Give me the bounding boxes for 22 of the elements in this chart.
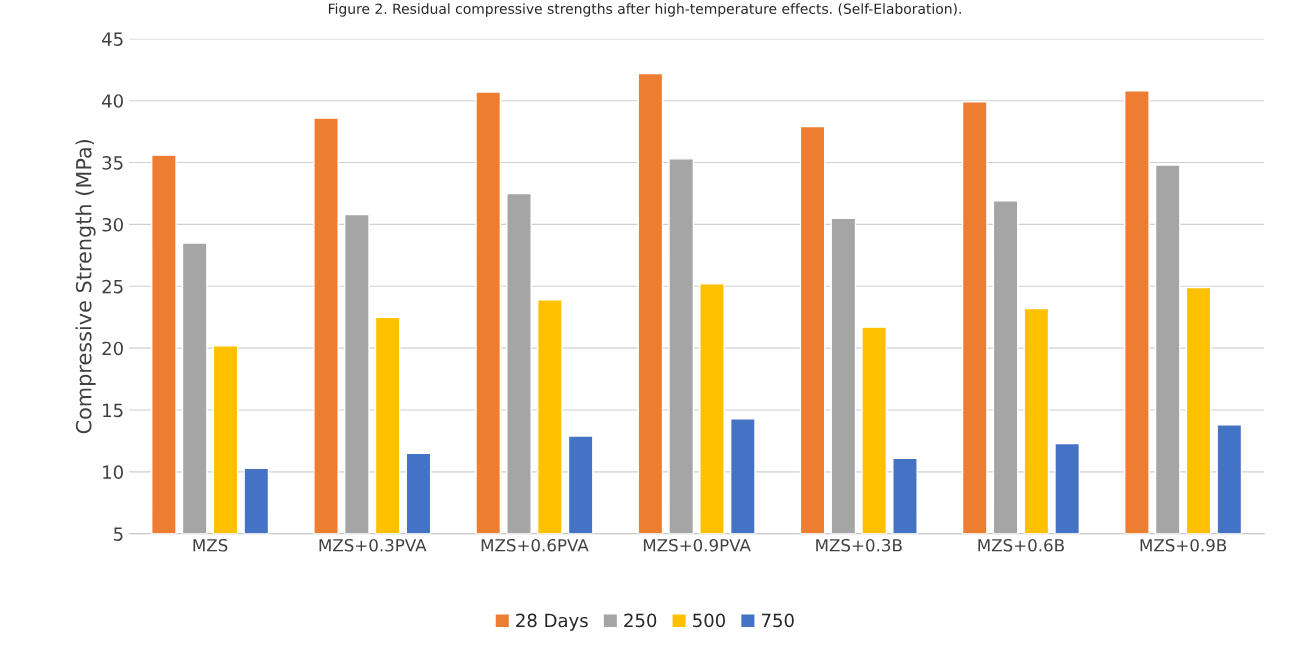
y-tick-label: 15	[103, 403, 123, 418]
y-tick-label: 30	[102, 217, 123, 232]
legend-label: 28 Days	[516, 613, 588, 631]
x-tick-label: MZS+0.3B	[816, 538, 902, 552]
y-tick-label: 10	[103, 465, 123, 480]
chart-title: Figure 2. Residual compressive strengths after high-temperature effects. (Self-Elaboration).	[328, 3, 961, 17]
y-tick-label: 5	[114, 527, 123, 541]
x-tick-label: MZS+0.6PVA	[481, 538, 589, 552]
x-tick-label: MZS+0.3PVA	[319, 538, 427, 552]
legend-label: 500	[693, 613, 725, 628]
x-tick-label: MZS+0.9PVA	[643, 538, 751, 552]
y-tick-label: 35	[102, 156, 123, 170]
x-tick-label: MZS	[193, 538, 228, 552]
legend-label: 250	[624, 613, 657, 628]
y-axis-title: Compressive Strength (MPa)	[75, 139, 96, 434]
x-tick-label: MZS+0.9B	[1140, 538, 1227, 552]
legend-label: 750	[761, 613, 794, 628]
x-tick-label: MZS+0.6B	[978, 538, 1064, 552]
y-tick-label: 20	[102, 341, 123, 356]
y-tick-label: 25	[102, 279, 123, 294]
y-tick-label: 45	[102, 32, 123, 46]
y-tick-label: 40	[102, 94, 123, 108]
